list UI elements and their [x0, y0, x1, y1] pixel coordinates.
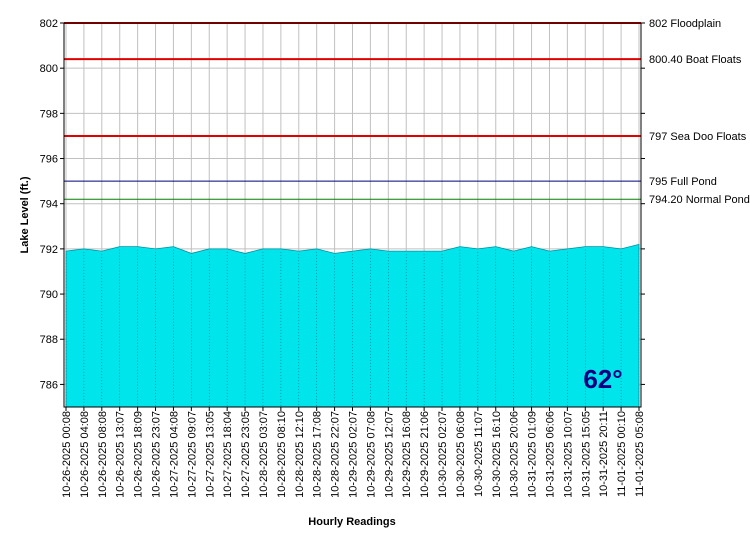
x-tick-label: 10-26-2025 18:09 [133, 411, 145, 498]
x-tick-label: 11-01-2025 05:08 [634, 411, 646, 497]
y-tick-label: 788 [40, 334, 58, 346]
x-tick-label: 10-28-2025 03:07 [258, 411, 270, 498]
x-tick-label: 10-26-2025 23:07 [151, 411, 163, 498]
reference-label: 802 Floodplain [649, 18, 721, 30]
y-tick-label: 800 [40, 63, 58, 75]
reference-label: 795 Full Pond [649, 176, 717, 188]
x-tick-label: 11-01-2025 00:10 [616, 411, 628, 497]
x-tick-label: 10-29-2025 07:08 [365, 411, 377, 498]
reference-label: 800.40 Boat Floats [649, 54, 742, 66]
reference-label: 794.20 Normal Pond [649, 194, 750, 206]
x-tick-label: 10-26-2025 00:08 [61, 411, 73, 498]
y-tick-label: 802 [40, 18, 58, 30]
x-tick-label: 10-30-2025 20:06 [509, 411, 521, 498]
x-tick-label: 10-29-2025 21:06 [419, 411, 431, 498]
x-tick-label: 10-29-2025 16:08 [401, 411, 413, 498]
x-tick-label: 10-30-2025 02:07 [437, 411, 449, 498]
x-tick-label: 10-31-2025 10:07 [562, 411, 574, 498]
x-tick-label: 10-31-2025 01:09 [527, 411, 539, 498]
x-tick-label: 10-27-2025 04:08 [168, 411, 180, 498]
x-tick-label: 10-31-2025 20:11 [598, 411, 610, 497]
x-tick-label: 10-30-2025 11:07 [473, 411, 485, 497]
x-tick-label: 10-26-2025 08:08 [97, 411, 109, 498]
x-axis-title: Hourly Readings [308, 516, 395, 528]
x-tick-label: 10-29-2025 02:07 [348, 411, 360, 498]
x-tick-label: 10-26-2025 13:07 [115, 411, 127, 498]
area [65, 243, 640, 408]
x-tick-label: 10-29-2025 12:07 [383, 411, 395, 498]
x-tick-label: 10-30-2025 06:08 [455, 411, 467, 498]
y-tick-label: 798 [40, 108, 58, 120]
x-tick-label: 10-28-2025 17:08 [312, 411, 324, 498]
y-tick-label: 792 [40, 244, 58, 256]
x-tick-label: 10-28-2025 08:10 [276, 411, 288, 498]
reference-label: 797 Sea Doo Floats [649, 131, 747, 143]
x-tick-label: 10-31-2025 15:05 [580, 411, 592, 498]
x-tick-label: 10-27-2025 18:04 [222, 411, 234, 498]
y-axis-title: Lake Level (ft.) [19, 176, 31, 253]
x-tick-label: 10-28-2025 12:10 [294, 411, 306, 498]
x-tick-label: 10-30-2025 16:10 [491, 411, 503, 498]
x-tick-label: 10-31-2025 06:06 [544, 411, 556, 498]
y-tick-label: 794 [40, 199, 58, 211]
x-tick-label: 10-27-2025 09:07 [186, 411, 198, 498]
x-tick-label: 10-27-2025 13:05 [204, 411, 216, 498]
temperature-badge: 62° [583, 364, 622, 394]
x-tick-label: 10-28-2025 22:07 [330, 411, 342, 498]
y-tick-label: 786 [40, 379, 58, 391]
x-tick-label: 10-26-2025 04:08 [79, 411, 91, 498]
x-tick-label: 10-27-2025 23:05 [240, 411, 252, 498]
y-tick-label: 796 [40, 154, 58, 166]
y-tick-label: 790 [40, 289, 58, 301]
